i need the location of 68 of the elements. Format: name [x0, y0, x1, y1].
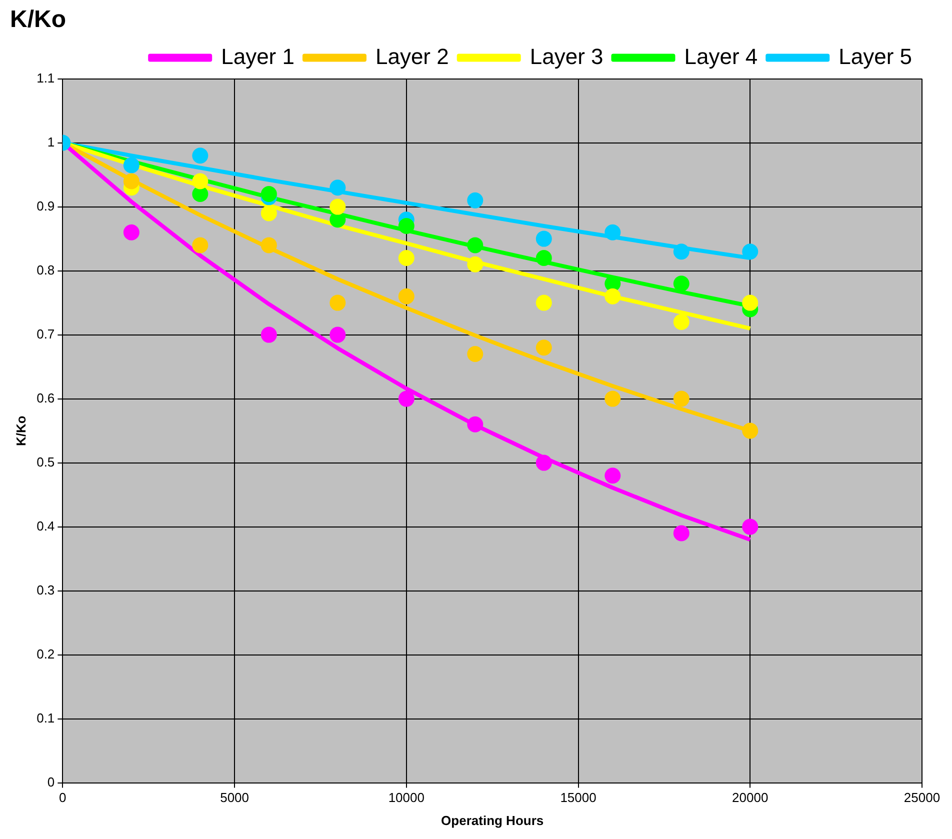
point — [673, 390, 690, 407]
point — [604, 288, 621, 304]
y-tick-label: 0 — [47, 774, 55, 790]
y-tick-label: 0.5 — [36, 454, 55, 470]
y-tick-label: 0.6 — [36, 390, 55, 406]
point — [260, 326, 277, 343]
legend-label: Layer 4 — [684, 44, 758, 69]
y-tick-label: 0.3 — [36, 582, 55, 598]
legend-label: Layer 5 — [838, 44, 912, 69]
y-tick-label: 0.8 — [36, 262, 55, 278]
point — [467, 192, 484, 208]
point — [330, 198, 346, 215]
point — [604, 390, 621, 407]
y-tick-label: 0.4 — [36, 518, 55, 534]
chart-title: K/Ko — [10, 6, 66, 34]
legend-label: Layer 1 — [221, 44, 294, 69]
x-tick-label: 25000 — [904, 790, 940, 806]
point — [398, 250, 414, 266]
point — [192, 237, 208, 254]
x-tick-label: 0 — [59, 790, 66, 806]
legend-label: Layer 2 — [375, 44, 449, 69]
point — [192, 173, 208, 190]
point — [260, 186, 277, 202]
point — [330, 294, 346, 311]
point — [467, 237, 484, 254]
y-tick-label: 0.7 — [36, 326, 55, 342]
y-tick-label: 0.2 — [36, 646, 55, 662]
point — [123, 224, 140, 240]
point — [742, 422, 758, 439]
point — [398, 218, 414, 234]
point — [673, 314, 690, 330]
point — [742, 518, 758, 535]
point — [260, 205, 277, 222]
point — [604, 276, 621, 292]
legend-label: Layer 3 — [530, 44, 604, 69]
point — [673, 244, 690, 260]
point — [742, 244, 758, 260]
y-tick-label: 1 — [47, 134, 55, 150]
point — [604, 224, 621, 240]
point — [467, 256, 484, 272]
point — [398, 288, 414, 304]
point — [398, 390, 414, 407]
y-tick-label: 0.9 — [36, 198, 55, 214]
point — [330, 326, 346, 343]
point — [673, 525, 690, 542]
x-tick-label: 5000 — [220, 790, 249, 806]
point — [467, 416, 484, 432]
point — [536, 294, 552, 311]
y-tick-label: 0.1 — [36, 710, 55, 726]
point — [123, 157, 140, 174]
x-tick-label: 20000 — [732, 790, 768, 806]
y-tick-label: 1.1 — [36, 70, 55, 86]
point — [604, 468, 621, 484]
x-tick-label: 10000 — [388, 790, 424, 806]
point — [260, 237, 277, 254]
point — [536, 230, 552, 247]
point — [536, 340, 552, 356]
point — [467, 346, 484, 362]
x-tick-label: 15000 — [560, 790, 596, 806]
point — [673, 276, 690, 292]
point — [536, 454, 552, 471]
point — [536, 250, 552, 266]
point — [192, 148, 208, 164]
point — [123, 173, 140, 190]
x-axis-title: Operating Hours — [441, 812, 544, 828]
point — [330, 180, 346, 196]
point — [742, 294, 758, 311]
y-axis-title: K/Ko — [13, 416, 28, 446]
